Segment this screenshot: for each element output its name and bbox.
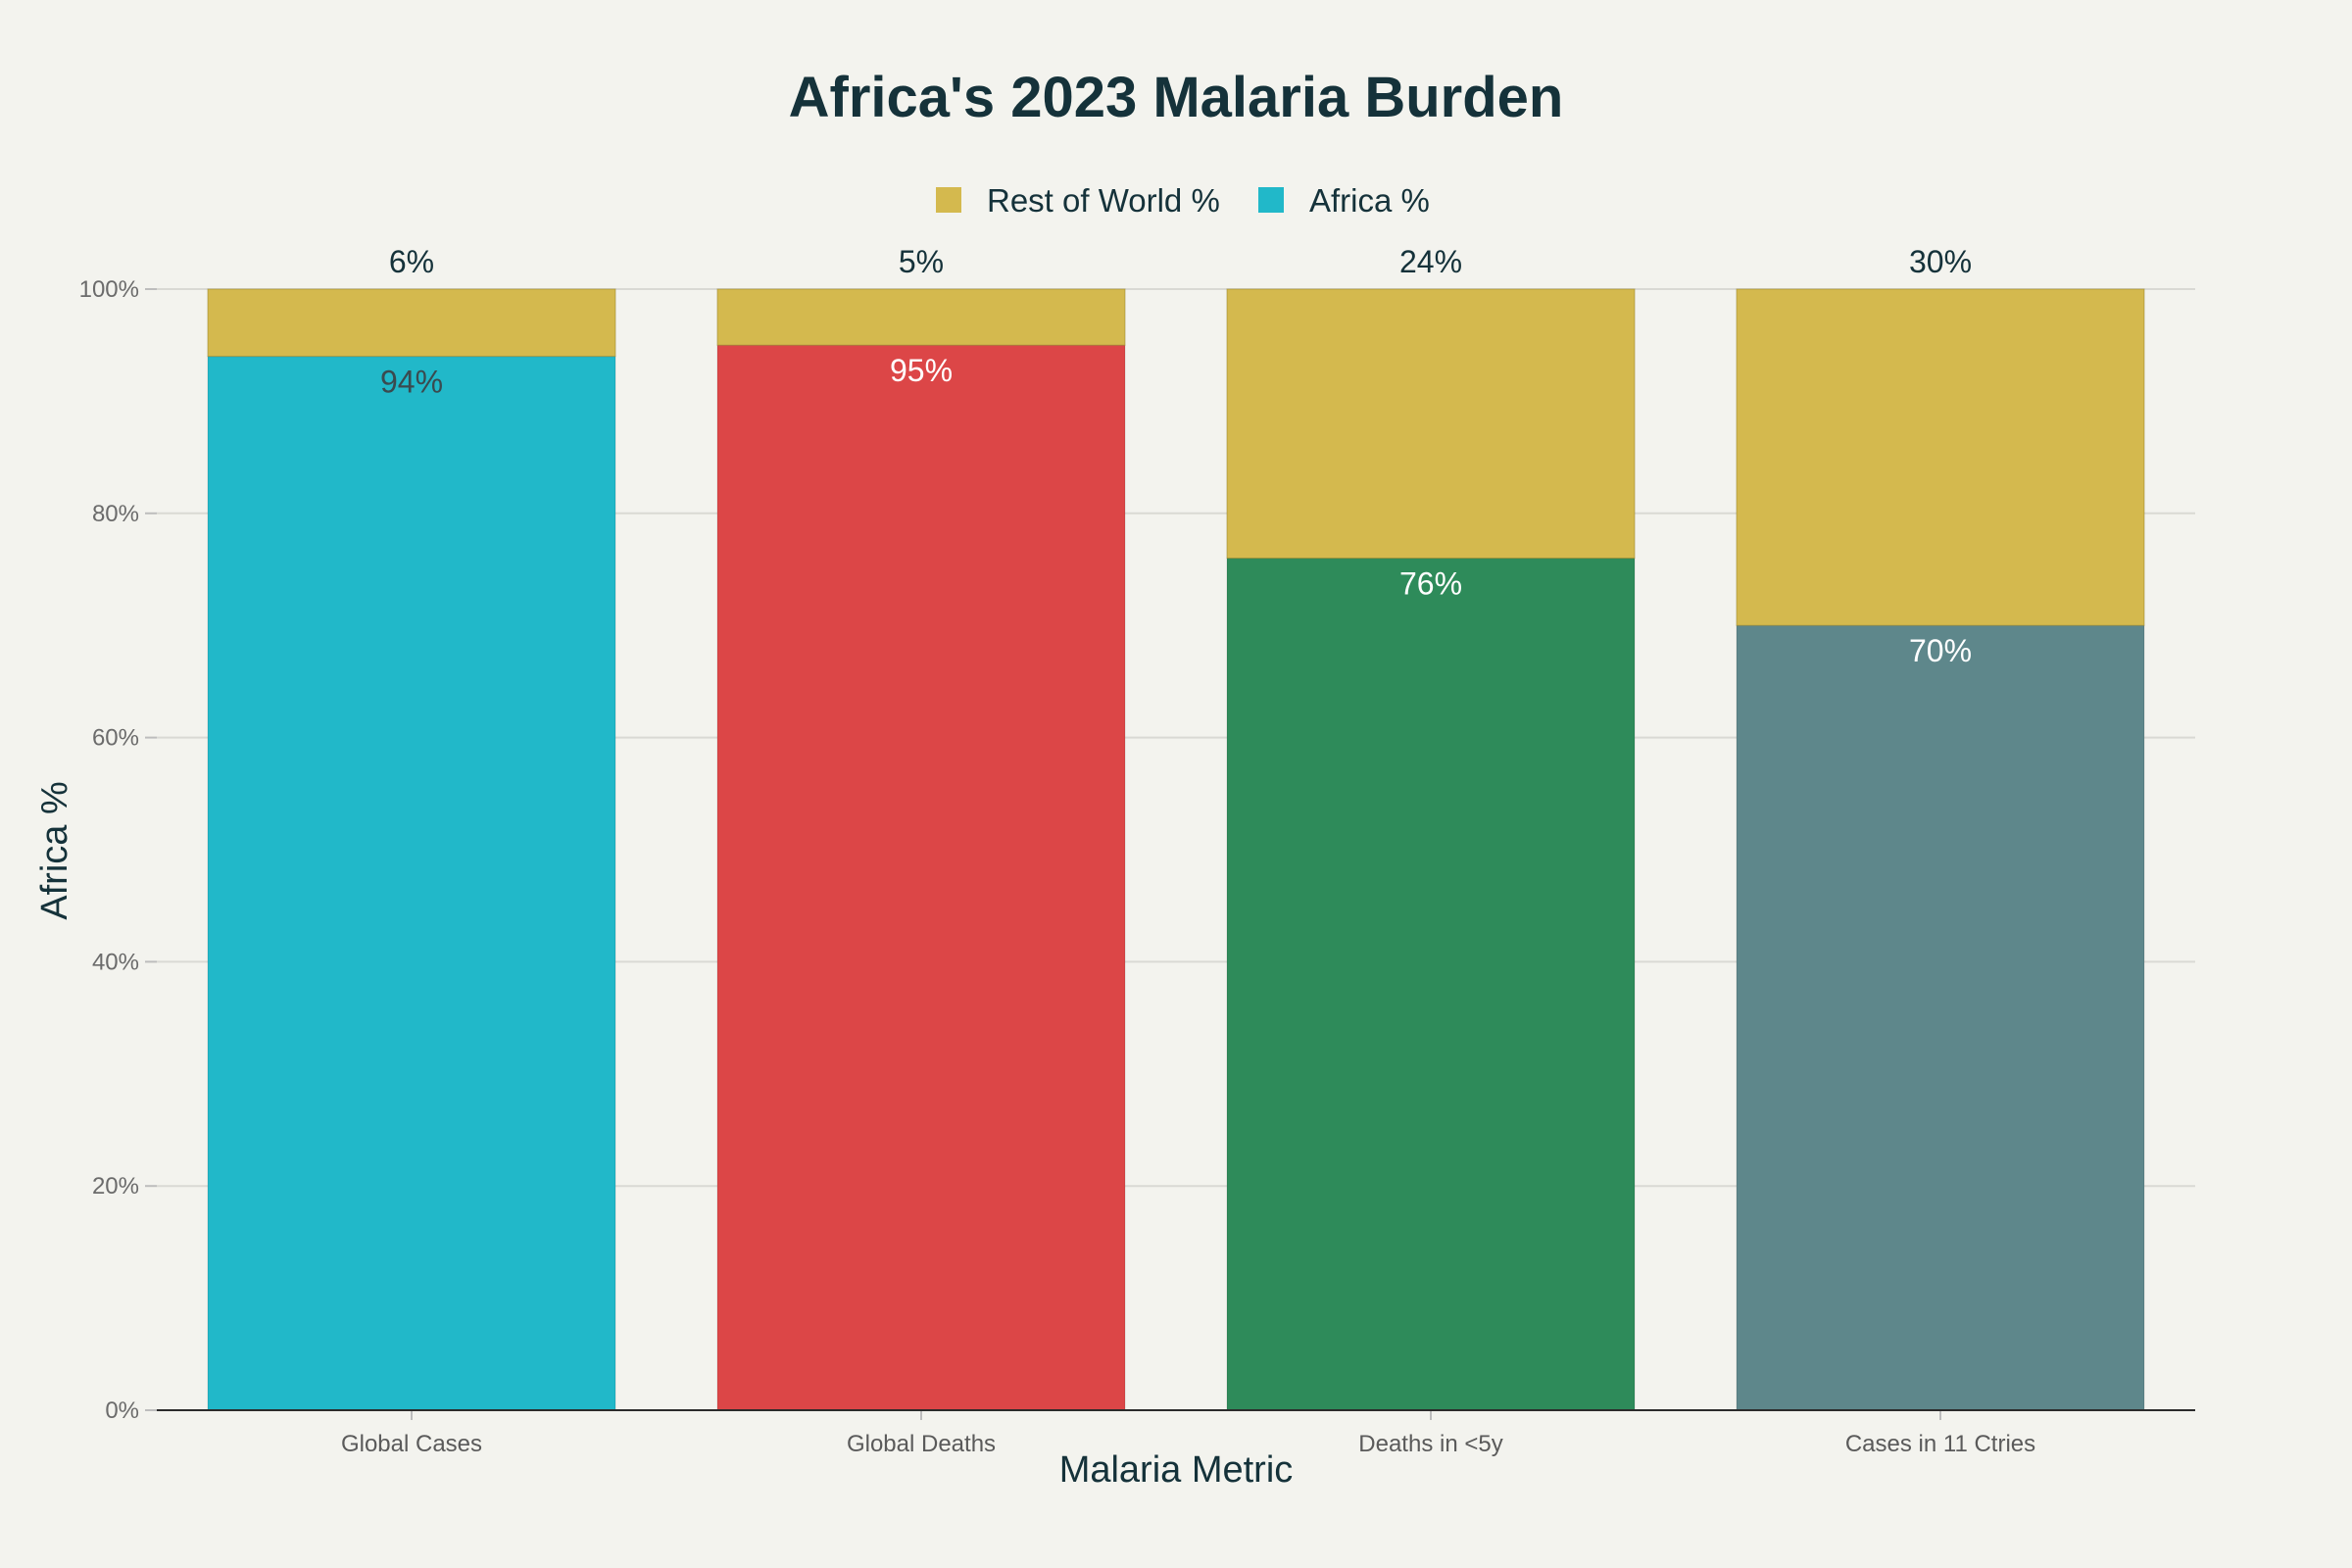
data-label-africa: 94%: [380, 365, 443, 400]
legend-swatch-africa: [1258, 187, 1284, 213]
x-tick-label: Deaths in <5y: [1358, 1431, 1502, 1457]
y-tick-label: 40%: [92, 949, 139, 975]
bar-rest-of-world: [207, 288, 616, 358]
legend-label-rest-of-world: Rest of World %: [987, 182, 1220, 219]
y-tick-label: 100%: [79, 276, 139, 303]
bars: [207, 288, 2145, 1411]
legend-swatch-rest-of-world: [936, 187, 961, 213]
data-label-rest-of-world: 6%: [389, 244, 434, 279]
x-tick-label: Global Deaths: [847, 1431, 996, 1457]
x-tick-label: Cases in 11 Ctries: [1845, 1431, 2035, 1457]
data-label-africa: 76%: [1399, 566, 1462, 602]
bar-rest-of-world: [1736, 288, 2145, 626]
bar-africa: [1736, 624, 2145, 1411]
y-tick-label: 80%: [92, 501, 139, 527]
data-label-rest-of-world: 30%: [1909, 244, 1972, 279]
x-axis-title: Malaria Metric: [1059, 1449, 1294, 1491]
y-tick-label: 0%: [105, 1397, 139, 1424]
chart-title: Africa's 2023 Malaria Burden: [789, 66, 1564, 129]
data-label-rest-of-world: 24%: [1399, 244, 1462, 279]
data-label-africa: 70%: [1909, 633, 1972, 668]
bar-africa: [716, 344, 1126, 1411]
y-axis-title: Africa %: [34, 781, 75, 919]
bar-rest-of-world: [716, 288, 1126, 346]
y-tick-label: 20%: [92, 1173, 139, 1200]
x-axis-ticks: Global Cases Global Deaths Deaths in <5y Ca…: [341, 1410, 2035, 1457]
data-label-rest-of-world: 5%: [899, 244, 944, 279]
y-tick-label: 60%: [92, 725, 139, 752]
chart-legend: Rest of World % Africa %: [936, 182, 1430, 219]
data-label-africa: 95%: [890, 353, 953, 388]
bar-africa: [207, 356, 616, 1411]
x-tick-label: Global Cases: [341, 1431, 482, 1457]
legend-label-africa: Africa %: [1309, 182, 1430, 219]
bar-africa: [1226, 558, 1636, 1411]
data-labels: 94% 6% 95% 5% 76% 24% 70% 30%: [380, 244, 1972, 668]
bar-rest-of-world: [1226, 288, 1636, 560]
y-axis-ticks: 0% 20% 40% 60% 80% 100%: [79, 276, 157, 1424]
